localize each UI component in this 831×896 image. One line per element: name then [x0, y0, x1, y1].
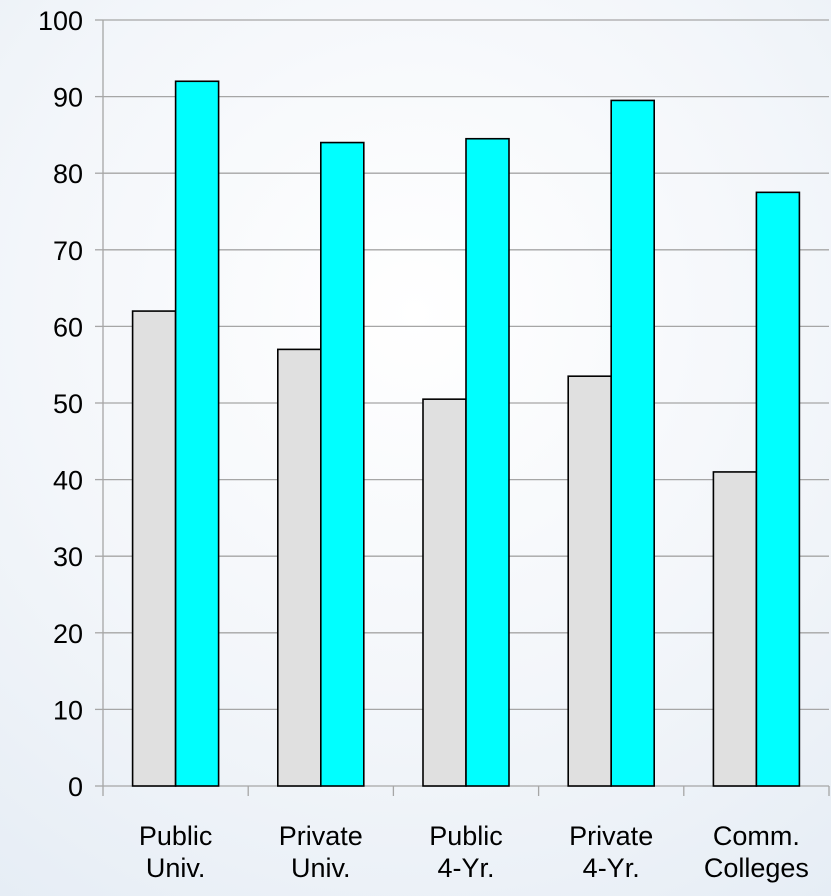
bar-series-2 — [755, 191, 801, 787]
bar-series-1 — [712, 471, 758, 787]
y-tick-label: 10 — [53, 695, 83, 725]
x-category-label-line: Univ. — [291, 853, 351, 883]
x-category-label-line: Univ. — [146, 853, 206, 883]
x-category-label: Private 4-Yr. — [569, 821, 653, 883]
y-tick-label: 80 — [53, 159, 83, 189]
x-category-label-line: Colleges — [704, 853, 809, 883]
x-category-label: Private Univ. — [279, 821, 363, 883]
x-category-label: Comm. Colleges — [704, 821, 809, 883]
y-tick-label: 50 — [53, 389, 83, 419]
y-tick-label: 60 — [53, 312, 83, 342]
x-category-label-line: Private — [279, 821, 363, 851]
axes — [95, 19, 830, 796]
y-tick-label: 90 — [53, 83, 83, 113]
x-category-label-line: 4-Yr. — [437, 853, 494, 883]
y-tick-label: 20 — [53, 619, 83, 649]
y-tick-label: 100 — [38, 6, 83, 36]
x-category-label-line: Public — [429, 821, 503, 851]
bars — [131, 80, 801, 787]
bar-series-2 — [610, 99, 656, 787]
bar-series-2 — [174, 80, 220, 787]
bar-series-1 — [422, 398, 467, 787]
bar-series-1 — [276, 348, 322, 787]
bar-series-1 — [567, 375, 613, 787]
x-category-label-line: Public — [139, 821, 213, 851]
bar-series-2 — [465, 137, 510, 787]
x-category-labels: Public Univ.Private Univ.Public 4-Yr.Privat… — [139, 821, 809, 883]
bar-series-1 — [131, 310, 177, 787]
x-category-label-line: 4-Yr. — [583, 853, 640, 883]
y-tick-label: 0 — [68, 772, 83, 802]
x-category-label: Public 4-Yr. — [429, 821, 503, 883]
x-category-label-line: Comm. — [713, 821, 800, 851]
y-tick-label: 40 — [53, 466, 83, 496]
y-tick-label: 30 — [53, 542, 83, 572]
y-tick-labels: 0 10 20 30 40 50 60 70 80 90 100 — [38, 6, 83, 802]
x-category-label-line: Private — [569, 821, 653, 851]
bar-series-2 — [319, 141, 365, 787]
x-category-label: Public Univ. — [139, 821, 213, 883]
y-tick-label: 70 — [53, 236, 83, 266]
